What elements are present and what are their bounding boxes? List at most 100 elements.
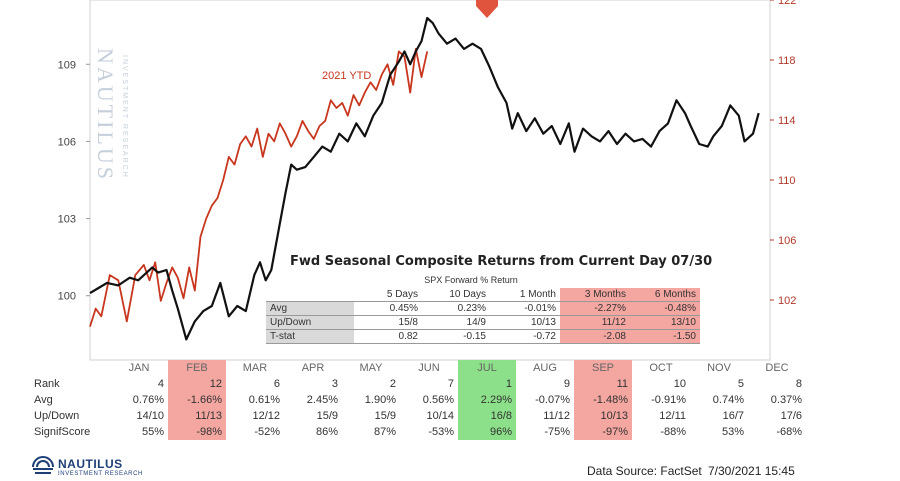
month-header: MAR [242, 362, 268, 374]
monthly-cell: 14/10 [136, 410, 164, 422]
monthly-cell: 86% [315, 426, 338, 438]
monthly-cell: 8 [795, 378, 802, 390]
series-layer [89, 16, 760, 341]
forward-cell: 15/8 [398, 317, 418, 328]
monthly-cell: -1.48% [574, 392, 632, 408]
forward-col-header: 3 Months [560, 288, 630, 302]
monthly-row: SignifScore 55% -98% -52% 86% 87% -53% 96% -75% -… [30, 424, 806, 440]
forward-cell: -2.08 [560, 329, 630, 344]
monthly-cell: 16/8 [458, 408, 516, 424]
monthly-cell: 2.45% [306, 394, 338, 406]
forward-cell: 11/12 [560, 315, 630, 330]
monthly-cell: 11/13 [168, 408, 226, 424]
right-tick-label: 118 [778, 55, 796, 67]
right-tick-label: 114 [778, 115, 796, 127]
monthly-cell: 10/13 [574, 408, 632, 424]
monthly-row-label: Rank [34, 378, 60, 390]
monthly-cell: -97% [574, 424, 632, 440]
monthly-header-blank [30, 360, 110, 376]
forward-cell: 0.23% [457, 303, 486, 314]
monthly-cell: 4 [157, 378, 164, 390]
forward-row-label: Avg [266, 301, 354, 316]
monthly-cell: -75% [544, 426, 570, 438]
monthly-row-label: SignifScore [34, 426, 91, 438]
monthly-cell: 17/6 [780, 410, 802, 422]
right-tick-label: 102 [778, 295, 796, 307]
monthly-cell: 10/14 [426, 410, 454, 422]
series-line-seasonal-composite [89, 16, 760, 341]
left-tick-label: 100 [58, 291, 76, 303]
monthly-row: Up/Down 14/10 11/13 12/12 15/9 15/9 10/14 16/8 1… [30, 408, 806, 424]
forward-cell: -0.01% [524, 303, 556, 314]
monthly-cell: 11 [574, 376, 632, 392]
down-arrow-icon [476, 0, 498, 18]
month-header: SEP [574, 360, 632, 376]
left-tick-label: 106 [58, 136, 76, 148]
monthly-cell: 15/9 [316, 410, 338, 422]
logo-subtext: INVESTMENT RESEARCH [58, 471, 143, 477]
watermark-sub: INVESTMENT RESEARCH [121, 55, 128, 179]
monthly-row: Avg 0.76% -1.66% 0.61% 2.45% 1.90% 0.56% 2.29% -… [30, 392, 806, 408]
monthly-cell: -68% [776, 426, 802, 438]
month-header: MAY [359, 362, 383, 374]
forward-cell: 0.45% [389, 303, 418, 314]
monthly-cell: -0.91% [651, 394, 686, 406]
forward-col-header: 1 Month [519, 289, 556, 300]
monthly-cell: 7 [447, 378, 454, 390]
monthly-cell: -88% [660, 426, 686, 438]
forward-row: T-stat 0.82 -0.15 -0.72 -2.08 -1.50 [266, 329, 700, 344]
right-tick-label: 106 [778, 235, 796, 247]
nautilus-logo-icon [32, 456, 54, 474]
month-header: JAN [128, 362, 150, 374]
monthly-cell: 1.90% [364, 394, 396, 406]
forward-returns-table: 5 Days 10 Days 1 Month 3 Months 6 Months… [266, 288, 700, 344]
month-header: JUL [458, 360, 516, 376]
forward-cell: -0.48% [630, 301, 700, 316]
monthly-cell: 9 [563, 378, 570, 390]
monthly-cell: 15/9 [374, 410, 396, 422]
forward-header-blank [266, 288, 354, 302]
monthly-body: Rank 4 12 6 3 2 7 1 9 11 10 5 8 Avg 0.76% -1.66% 0.61% 2.… [30, 376, 806, 440]
timestamp: 7/30/2021 15:45 [708, 464, 795, 478]
monthly-cell: 2.29% [458, 392, 516, 408]
forward-row-label: Up/Down [266, 315, 354, 330]
month-header: APR [301, 362, 325, 374]
month-header: JUN [418, 362, 440, 374]
forward-cell: 10/13 [530, 317, 556, 328]
monthly-cell: 96% [458, 424, 516, 440]
forward-cell: -0.72 [533, 331, 556, 342]
right-tick-label: 122 [778, 0, 796, 7]
monthly-cell: 12/11 [659, 410, 686, 422]
left-axis: 100 103 106 109 [58, 59, 90, 303]
monthly-cell: 12/12 [252, 410, 280, 422]
forward-returns-title: Fwd Seasonal Composite Returns from Curr… [290, 254, 713, 269]
series-line-2021-ytd [89, 48, 429, 327]
watermark-text: NAUTILUS [93, 48, 118, 182]
forward-cell: 0.82 [398, 331, 418, 342]
forward-cell: 13/10 [630, 315, 700, 330]
month-header: FEB [168, 360, 226, 376]
monthly-cell: 12 [168, 376, 226, 392]
monthly-cell: -1.66% [168, 392, 226, 408]
data-source: Data Source: FactSet [587, 464, 702, 478]
monthly-cell: 1 [458, 376, 516, 392]
month-header: NOV [707, 362, 731, 374]
forward-row: Avg 0.45% 0.23% -0.01% -2.27% -0.48% [266, 301, 700, 316]
monthly-cell: 55% [141, 426, 164, 438]
monthly-row-label: Avg [34, 394, 53, 406]
month-header: OCT [649, 362, 673, 374]
right-axis: 102 106 110 114 118 122 [770, 0, 796, 307]
monthly-cell: 6 [273, 378, 280, 390]
monthly-cell: 5 [737, 378, 744, 390]
monthly-row: Rank 4 12 6 3 2 7 1 9 11 10 5 8 [30, 376, 806, 392]
forward-cell: -2.27% [560, 301, 630, 316]
monthly-cell: 87% [373, 426, 396, 438]
forward-row: Up/Down 15/8 14/9 10/13 11/12 13/10 [266, 315, 700, 330]
monthly-stats-table: JAN FEB MAR APR MAY JUN JUL AUG SEP OCT … [30, 360, 806, 440]
left-tick-label: 103 [58, 214, 76, 226]
monthly-row-label: Up/Down [34, 410, 80, 422]
monthly-cell: 0.61% [248, 394, 280, 406]
monthly-cell: 11/12 [543, 410, 570, 422]
series-label-2021-ytd: 2021 YTD [322, 70, 371, 82]
logo-text: NAUTILUS [58, 457, 123, 471]
